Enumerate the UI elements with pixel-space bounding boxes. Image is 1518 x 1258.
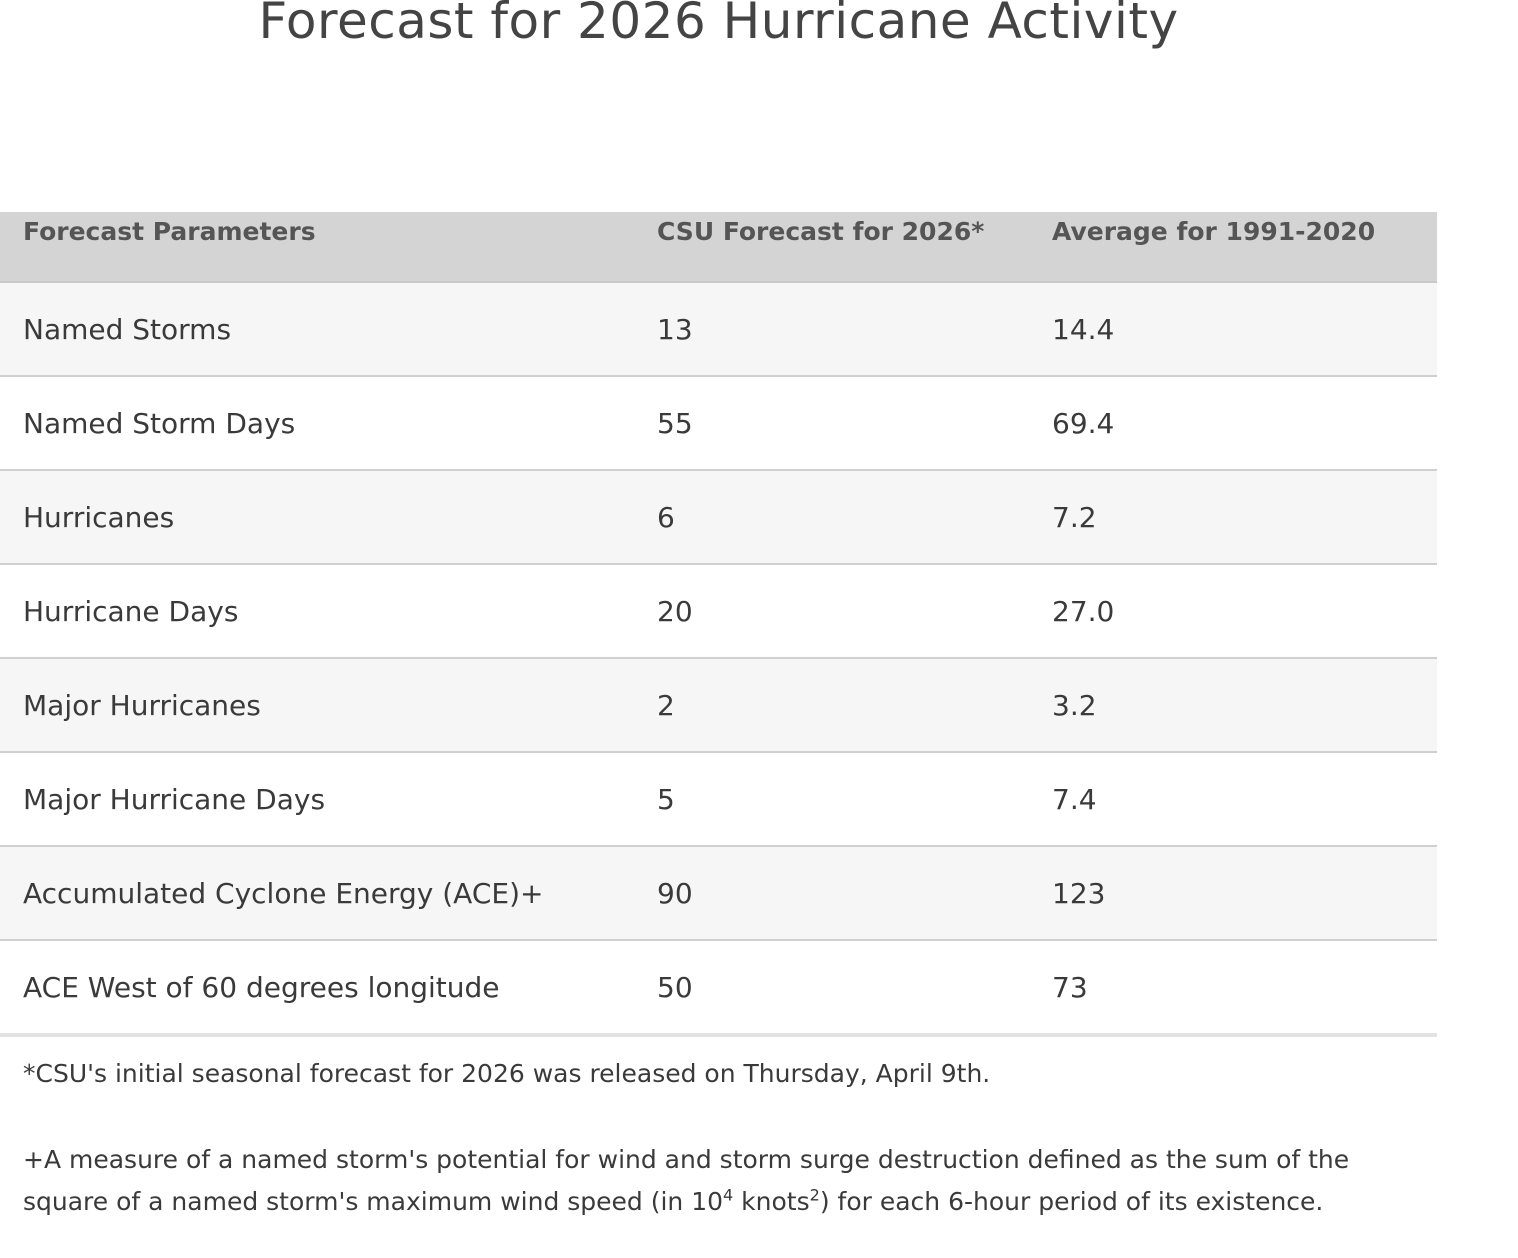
exponent: 4 (723, 1185, 734, 1205)
note-text: +A measure of a named storm's potential … (23, 1145, 1350, 1216)
table-cell: 20 (657, 564, 1052, 659)
header-cell: Average for 1991-2020 (1052, 212, 1437, 283)
table-cell: 7.2 (1052, 470, 1437, 565)
page-title: Forecast for 2026 Hurricane Activity (258, 0, 1179, 50)
header-cell: Forecast Parameters (0, 212, 657, 283)
table-cell: Accumulated Cyclone Energy (ACE)+ (0, 846, 657, 941)
table-row: ACE West of 60 degrees longitude 50 73 (0, 940, 1437, 1037)
table-row: Named Storms 13 14.4 (0, 282, 1437, 377)
ace-note: +A measure of a named storm's potential … (23, 1139, 1423, 1223)
table-cell: Hurricanes (0, 470, 657, 565)
table-cell: 55 (657, 376, 1052, 471)
table-cell: Hurricane Days (0, 564, 657, 659)
table-cell: 14.4 (1052, 282, 1437, 377)
table-row: Accumulated Cyclone Energy (ACE)+ 90 123 (0, 846, 1437, 941)
release-note: *CSU's initial seasonal forecast for 202… (23, 1059, 991, 1088)
table-cell: ACE West of 60 degrees longitude (0, 940, 657, 1037)
table-body: Named Storms 13 14.4 Named Storm Days 55 69.4… (0, 282, 1437, 1037)
table-cell: 3.2 (1052, 658, 1437, 753)
table-cell: 27.0 (1052, 564, 1437, 659)
header-row: Forecast Parameters CSU Forecast for 202… (0, 212, 1437, 283)
table-cell: Major Hurricanes (0, 658, 657, 753)
exponent: 2 (809, 1185, 820, 1205)
table-cell: Named Storm Days (0, 376, 657, 471)
table-cell: 90 (657, 846, 1052, 941)
table-cell: 13 (657, 282, 1052, 377)
table-cell: 50 (657, 940, 1052, 1037)
table-row: Named Storm Days 55 69.4 (0, 376, 1437, 471)
table-cell: 73 (1052, 940, 1437, 1037)
table-row: Hurricanes 6 7.2 (0, 470, 1437, 565)
table-row: Major Hurricane Days 5 7.4 (0, 752, 1437, 847)
table-cell: 5 (657, 752, 1052, 847)
note-text: ) for each 6-hour period of its existenc… (819, 1187, 1324, 1216)
table-cell: 123 (1052, 846, 1437, 941)
forecast-table: Forecast Parameters CSU Forecast for 202… (0, 212, 1437, 1037)
table-cell: Named Storms (0, 282, 657, 377)
table-cell: 69.4 (1052, 376, 1437, 471)
table-cell: 2 (657, 658, 1052, 753)
table-row: Hurricane Days 20 27.0 (0, 564, 1437, 659)
table-row: Major Hurricanes 2 3.2 (0, 658, 1437, 753)
table-cell: 7.4 (1052, 752, 1437, 847)
header-cell: CSU Forecast for 2026* (657, 212, 1052, 283)
note-text: knots (733, 1187, 810, 1216)
table-cell: Major Hurricane Days (0, 752, 657, 847)
table-cell: 6 (657, 470, 1052, 565)
